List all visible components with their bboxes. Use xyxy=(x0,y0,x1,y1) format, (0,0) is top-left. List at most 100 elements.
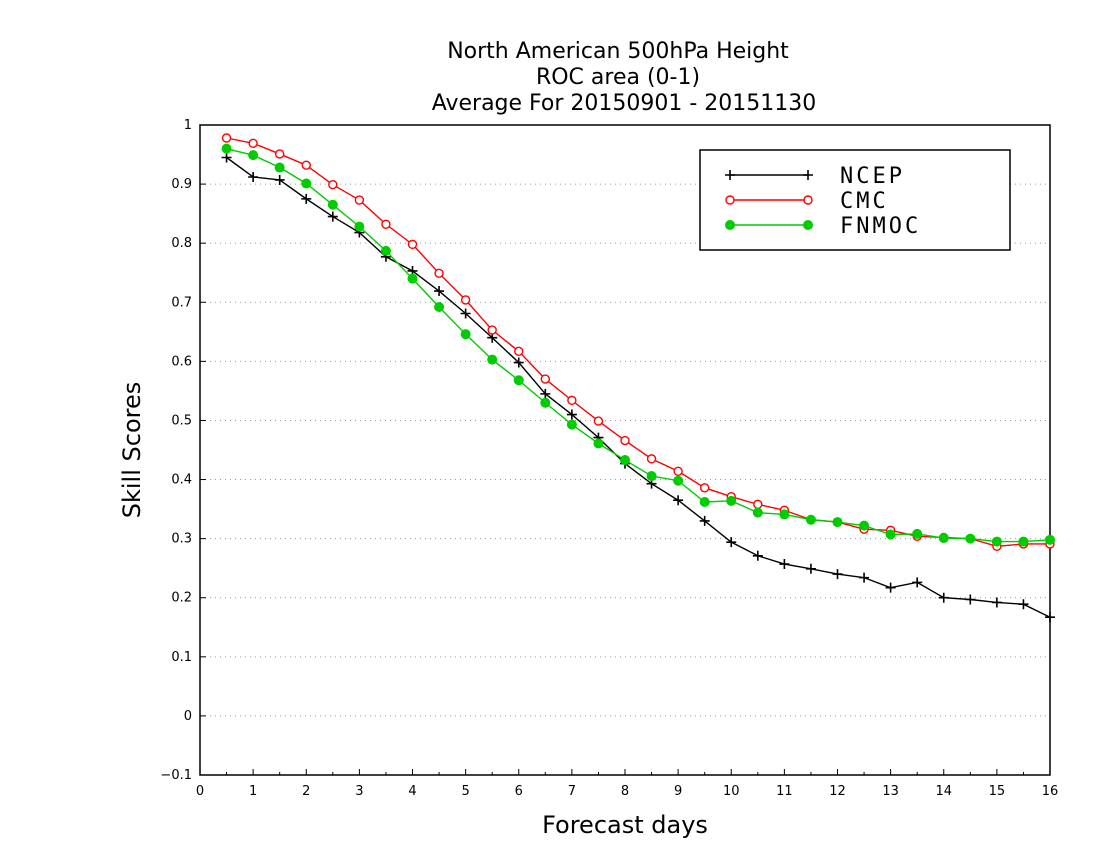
data-point-ncep xyxy=(965,594,976,605)
x-tick-label: 0 xyxy=(196,784,204,799)
data-point-cmc xyxy=(487,325,497,335)
series-fnmoc xyxy=(221,143,1055,547)
data-point-fnmoc xyxy=(1045,534,1055,545)
data-point-fnmoc xyxy=(885,529,896,540)
x-tick-label: 9 xyxy=(674,784,682,799)
y-tick-label: 0.5 xyxy=(171,413,192,428)
data-point-fnmoc xyxy=(248,150,259,161)
data-point-fnmoc xyxy=(301,178,312,189)
data-point-ncep xyxy=(513,357,524,368)
data-point-cmc xyxy=(354,195,365,205)
data-point-fnmoc xyxy=(779,509,790,520)
series-layer xyxy=(221,133,1055,623)
data-point-ncep xyxy=(673,495,684,506)
data-point-cmc xyxy=(407,239,418,250)
data-point-ncep xyxy=(1018,599,1029,610)
data-point-fnmoc xyxy=(221,143,232,154)
data-point-fnmoc xyxy=(460,329,471,340)
data-point-ncep xyxy=(221,152,232,163)
y-tick-label: 0.4 xyxy=(171,473,192,488)
data-point-fnmoc xyxy=(646,471,657,481)
x-tick-label: 16 xyxy=(1042,784,1059,799)
x-tick-label: 13 xyxy=(882,784,899,799)
data-point-fnmoc xyxy=(832,517,843,528)
data-point-ncep xyxy=(434,286,445,297)
data-point-fnmoc xyxy=(991,536,1002,547)
data-point-ncep xyxy=(327,211,338,222)
data-point-ncep xyxy=(566,409,577,420)
x-tick-label: 14 xyxy=(935,784,952,799)
data-point-ncep xyxy=(805,563,816,574)
data-point-fnmoc xyxy=(859,520,870,531)
data-point-fnmoc xyxy=(327,199,338,210)
data-point-ncep xyxy=(540,388,551,399)
series-ncep xyxy=(221,152,1055,623)
data-point-fnmoc xyxy=(540,397,551,408)
legend-marker-fnmoc xyxy=(725,220,735,230)
chart-title-line-1: North American 500hPa Height xyxy=(447,39,789,64)
data-point-ncep xyxy=(779,559,790,570)
data-point-ncep xyxy=(460,308,471,319)
series-line-ncep xyxy=(226,156,1051,618)
x-tick-label: 1 xyxy=(249,784,257,799)
legend-marker-cmc xyxy=(725,195,735,205)
data-point-fnmoc xyxy=(673,475,684,486)
legend-label-fnmoc: FNMOC xyxy=(840,214,921,239)
data-point-fnmoc xyxy=(1018,536,1029,547)
data-point-fnmoc xyxy=(566,419,577,430)
data-point-fnmoc xyxy=(938,533,949,544)
legend-marker-cmc xyxy=(803,195,813,205)
data-point-fnmoc xyxy=(620,455,630,466)
data-point-cmc xyxy=(540,374,551,384)
x-tick-label: 15 xyxy=(989,784,1006,799)
y-tick-label: 0.6 xyxy=(171,354,192,369)
data-point-fnmoc xyxy=(699,497,710,507)
data-point-fnmoc xyxy=(487,354,498,365)
data-point-cmc xyxy=(567,395,577,406)
x-axis: 0 1 2 3 4 5 6 7 8 9 10 11 12 13 14 15 16 xyxy=(196,769,1058,799)
x-tick-label: 6 xyxy=(515,784,523,799)
chart-title-line-2: ROC area (0-1) xyxy=(536,65,700,90)
data-point-cmc xyxy=(248,138,258,149)
data-point-cmc xyxy=(514,346,524,357)
data-point-cmc xyxy=(673,466,683,476)
data-point-fnmoc xyxy=(726,495,737,506)
data-point-ncep xyxy=(859,572,870,583)
y-tick-label: 1 xyxy=(184,118,192,133)
data-point-cmc xyxy=(620,435,630,446)
data-point-fnmoc xyxy=(434,302,445,312)
y-axis-title: Skill Scores xyxy=(118,382,146,519)
x-tick-label: 10 xyxy=(723,784,740,799)
legend-marker-ncep xyxy=(803,170,813,180)
y-tick-label: 0.7 xyxy=(171,295,192,310)
data-point-ncep xyxy=(752,550,763,561)
y-tick-label: −0.1 xyxy=(160,768,192,783)
legend-label-cmc: CMC xyxy=(840,189,889,214)
data-point-cmc xyxy=(301,160,311,170)
data-point-cmc xyxy=(593,416,604,426)
data-point-ncep xyxy=(301,193,312,204)
data-point-fnmoc xyxy=(380,245,391,256)
y-tick-label: 0.9 xyxy=(171,177,192,192)
x-axis-title: Forecast days xyxy=(542,811,708,839)
legend-label-ncep: NCEP xyxy=(840,164,905,189)
y-axis: −0.1 0 0.1 0.2 0.3 0.4 0.5 0.6 0.7 0.8 0.9 1 xyxy=(160,118,206,783)
data-point-ncep xyxy=(274,174,285,185)
y-tick-label: 0 xyxy=(184,709,192,724)
data-point-cmc xyxy=(221,133,232,143)
x-tick-label: 11 xyxy=(776,784,793,799)
grid-lines xyxy=(200,183,1050,717)
x-tick-label: 4 xyxy=(408,784,416,799)
legend-marker-fnmoc xyxy=(803,220,813,230)
y-tick-label: 0.8 xyxy=(171,236,192,251)
y-tick-label: 0.2 xyxy=(171,591,192,606)
data-point-ncep xyxy=(991,597,1002,608)
data-point-fnmoc xyxy=(407,273,418,284)
x-tick-label: 3 xyxy=(355,784,363,799)
legend-entry-fnmoc: FNMOC xyxy=(725,214,921,239)
data-point-cmc xyxy=(434,268,444,279)
x-tick-label: 5 xyxy=(461,784,469,799)
data-point-fnmoc xyxy=(354,221,365,232)
